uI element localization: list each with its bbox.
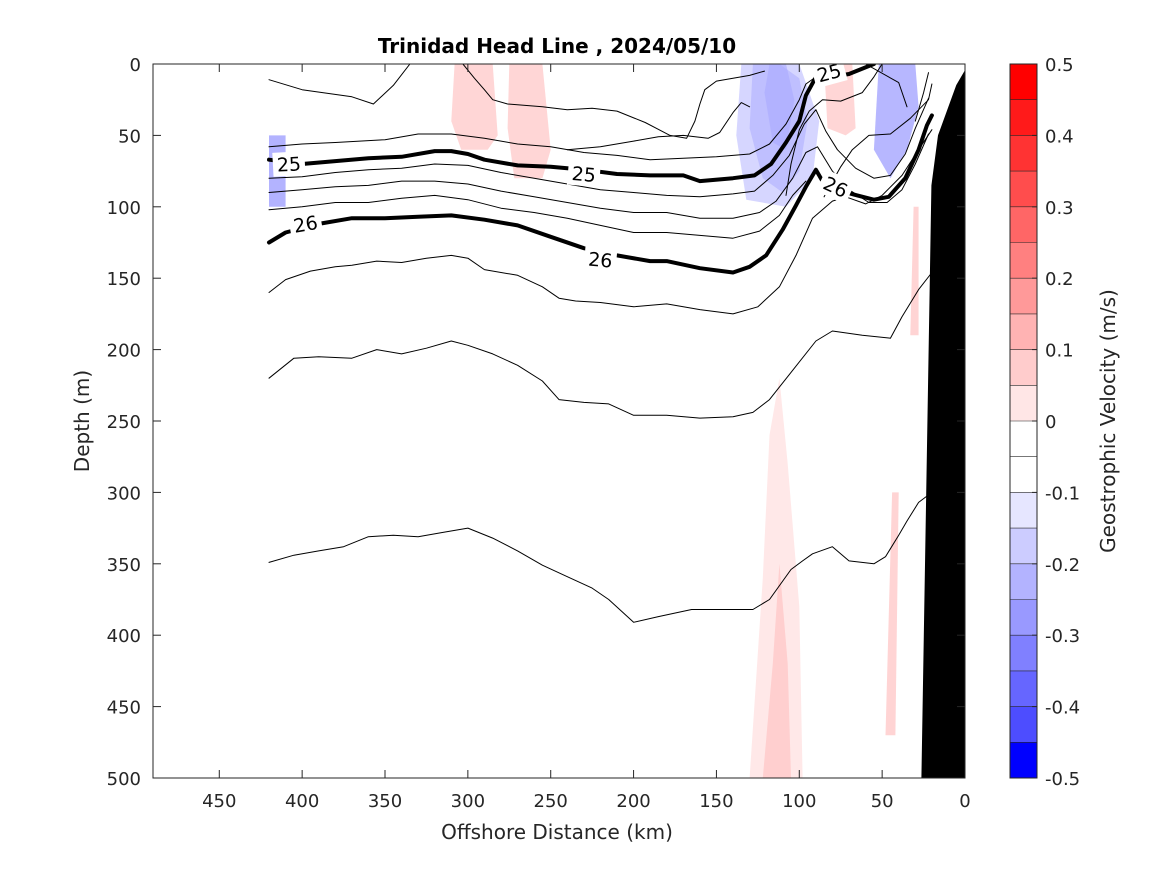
colorbar-segment <box>1010 742 1037 779</box>
colorbar-tick-label: -0.5 <box>1045 769 1080 790</box>
velocity-patch-pink-40km-deep <box>885 492 899 736</box>
contour-line-c-200 <box>268 257 936 419</box>
contour-line-c-below25-3 <box>268 180 807 239</box>
contour-line-c-iso25 <box>267 64 876 184</box>
colorbar-segment <box>1010 528 1037 565</box>
velocity-patch-pink-deep-wide <box>749 378 803 778</box>
colorbar-segment <box>1010 64 1037 101</box>
colorbar-segment <box>1010 278 1037 315</box>
colorbar-tick-label: 0.2 <box>1045 269 1074 290</box>
y-tick-label: 250 <box>107 412 141 433</box>
contour-line-c-upper-2 <box>462 64 765 139</box>
colorbar-label: Geostrophic Velocity (m/s) <box>1096 289 1120 553</box>
contour-label-1: 25 <box>566 160 601 188</box>
colorbar-segment <box>1010 706 1037 743</box>
velocity-patch-pink-300km <box>451 64 498 150</box>
contour-line-c-upper-above25 <box>268 76 817 161</box>
y-tick-label: 150 <box>107 269 141 290</box>
x-tick-label: 250 <box>534 791 568 812</box>
contour-label-bg <box>816 169 856 205</box>
contour-label-text: 26 <box>292 212 320 238</box>
colorbar-segment <box>1010 456 1037 493</box>
velocity-patch-blue-shelf-break <box>873 64 919 179</box>
contour-label-bg <box>810 56 848 89</box>
chart-title: Trinidad Head Line , 2024/05/10 <box>378 34 736 58</box>
contour-line-c-shallow-near <box>785 64 883 196</box>
contour-line-c-upper-4 <box>865 64 908 108</box>
colorbar-segment <box>1010 206 1037 243</box>
contour-label-text: 25 <box>571 163 597 187</box>
x-tick-label: 100 <box>782 791 816 812</box>
colorbar-tick-label: 0 <box>1045 412 1056 433</box>
colorbar: 0.5 0.4 0.3 0.2 0.1 0 -0.1 -0.2 -0.3 -0.4 -0.5 <box>1009 55 1080 790</box>
contour-label-bg <box>566 160 601 188</box>
colorbar-segment <box>1010 385 1037 422</box>
colorbar-tick-label: 0.1 <box>1045 341 1074 362</box>
x-tick-label: 150 <box>699 791 733 812</box>
contour-line-c-upper-5 <box>914 72 929 122</box>
velocity-patch-pink-25km-thin <box>910 206 919 336</box>
y-axis-label: Depth (m) <box>70 370 94 472</box>
axis-ticks: 450 400 350 300 250 200 150 100 50 00501001502002… <box>107 55 971 812</box>
x-tick-label: 400 <box>285 791 319 812</box>
velocity-patch-blue-halo <box>736 64 820 207</box>
colorbar-tick-label: -0.2 <box>1045 555 1080 576</box>
contour-line-c-upper-3 <box>566 102 751 151</box>
velocity-patch-pink-265km <box>507 64 551 179</box>
colorbar-tick-label: 0.4 <box>1045 126 1074 147</box>
y-tick-label: 100 <box>107 198 141 219</box>
colorbar-tick-label: -0.1 <box>1045 483 1080 504</box>
y-tick-label: 350 <box>107 555 141 576</box>
y-tick-label: 200 <box>107 341 141 362</box>
contour-line-c-350 <box>268 491 933 623</box>
colorbar-segment <box>1010 492 1037 529</box>
colorbar-segment <box>1010 670 1037 708</box>
colorbar-tick-label: 0.3 <box>1045 198 1074 219</box>
x-tick-label: 50 <box>871 791 894 812</box>
colorbar-tick-label: -0.4 <box>1045 698 1080 719</box>
colorbar-segment <box>1010 563 1037 600</box>
y-tick-label: 50 <box>118 126 141 147</box>
contour-line-c-below25-1 <box>268 97 929 198</box>
colorbar-segment <box>1010 135 1037 172</box>
contour-line-c-upper-1 <box>268 64 411 105</box>
contour-label-bg <box>287 209 324 239</box>
contour-line-c-shallow-nearshore <box>823 83 933 198</box>
colorbar-tick-label: -0.3 <box>1045 626 1080 647</box>
colorbar-segment <box>1010 599 1037 636</box>
colorbar-segment <box>1010 421 1037 458</box>
colorbar-segment <box>1010 99 1037 136</box>
y-tick-label: 450 <box>107 698 141 719</box>
contour-label-text: 26 <box>587 249 613 273</box>
y-tick-label: 0 <box>130 55 141 76</box>
x-tick-label: 300 <box>451 791 485 812</box>
density-contours <box>267 64 936 623</box>
contour-label-bg <box>583 246 618 273</box>
velocity-patch-pink-deep-core <box>762 563 791 778</box>
x-tick-label: 0 <box>959 791 970 812</box>
colorbar-segment <box>1010 171 1037 208</box>
y-tick-label: 400 <box>107 626 141 647</box>
contour-label-bg <box>272 151 306 177</box>
contour-label-0: 25 <box>272 151 306 177</box>
contour-label-4: 26 <box>583 246 618 273</box>
y-tick-label: 500 <box>107 769 141 790</box>
colorbar-tick-label: 0.5 <box>1045 55 1074 76</box>
x-tick-label: 350 <box>368 791 402 812</box>
y-tick-label: 300 <box>107 483 141 504</box>
colorbar-segment <box>1010 635 1037 672</box>
colorbar-segment <box>1010 349 1037 386</box>
x-tick-label: 200 <box>616 791 650 812</box>
contour-label-3: 26 <box>287 209 324 239</box>
colorbar-segment <box>1010 242 1037 279</box>
contour-label-text: 25 <box>276 153 301 176</box>
x-tick-label: 450 <box>202 791 236 812</box>
x-axis-label: Offshore Distance (km) <box>441 820 673 844</box>
colorbar-segment <box>1010 313 1037 351</box>
